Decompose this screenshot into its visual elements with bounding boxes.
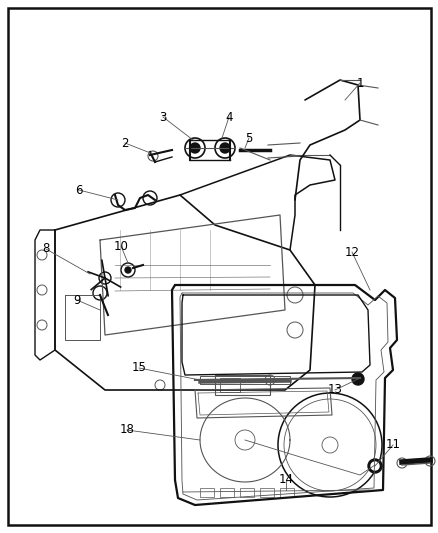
Circle shape <box>190 143 200 153</box>
Text: 2: 2 <box>121 136 128 149</box>
Bar <box>259 488 273 497</box>
Circle shape <box>219 143 230 153</box>
Bar <box>200 488 213 497</box>
Bar <box>219 488 233 497</box>
Text: 3: 3 <box>159 110 166 124</box>
Text: 10: 10 <box>113 239 128 253</box>
Text: 15: 15 <box>131 361 146 375</box>
Bar <box>279 488 293 497</box>
Text: 6: 6 <box>75 183 82 197</box>
Text: 12: 12 <box>344 246 359 259</box>
Text: 5: 5 <box>245 132 252 144</box>
Text: 18: 18 <box>119 424 134 437</box>
Text: 8: 8 <box>42 243 49 255</box>
Bar <box>240 488 254 497</box>
Circle shape <box>351 373 363 385</box>
Circle shape <box>125 267 131 273</box>
Bar <box>200 376 290 384</box>
Circle shape <box>367 459 381 473</box>
Bar <box>215 375 269 395</box>
Bar <box>219 378 240 392</box>
Text: 13: 13 <box>327 384 342 397</box>
Text: 9: 9 <box>73 294 81 306</box>
Text: 14: 14 <box>278 473 293 487</box>
Text: 11: 11 <box>385 439 399 451</box>
Circle shape <box>370 462 378 470</box>
Text: 1: 1 <box>356 77 363 90</box>
Text: 4: 4 <box>225 110 232 124</box>
